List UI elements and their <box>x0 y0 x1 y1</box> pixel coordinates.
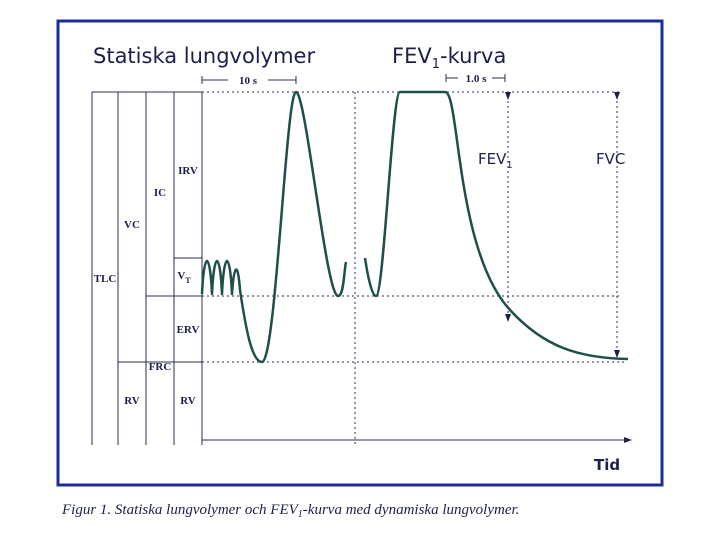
title-fev: FEV1-kurva <box>392 44 506 72</box>
table-lines <box>91 91 203 445</box>
label-tlc: TLC <box>94 273 117 285</box>
title-fev-rest: -kurva <box>440 44 506 68</box>
marker-label: 10 s <box>239 75 258 87</box>
marker-label: 1.0 s <box>466 73 488 85</box>
label-irv: IRV <box>178 165 198 177</box>
label-vc: VC <box>124 219 140 231</box>
caption-sub: 1 <box>298 509 303 520</box>
title-fev-main: FEV <box>392 44 432 68</box>
label-fvc: FVC <box>596 150 625 168</box>
caption-main: Figur 1. Statiska lungvolymer och FEV <box>61 502 300 518</box>
axis-label: Tid <box>594 456 620 474</box>
caption: Figur 1. Statiska lungvolymer och FEV1-k… <box>61 502 519 520</box>
label-frc: FRC <box>149 361 172 373</box>
frame <box>56 19 664 487</box>
caption-rest: -kurva med dynamiska lungvolymer. <box>303 502 520 518</box>
label-fev1: FEV1 <box>478 150 513 171</box>
fev-curve <box>363 90 629 361</box>
label-erv: ERV <box>177 324 200 336</box>
label-vt-sub: T <box>185 276 191 285</box>
guide-lines <box>202 91 625 445</box>
title-static: Statiska lungvolymer <box>93 44 315 68</box>
marker-line <box>201 76 297 84</box>
label-rv: RV <box>124 395 140 407</box>
volume-table: TLC VC RV IC FRC IRV VT ERV RV <box>91 91 203 445</box>
label-vt: VT <box>177 270 191 285</box>
time-marker-right: 1.0 s <box>445 73 506 85</box>
title-fev-sub: 1 <box>432 57 440 72</box>
label-fev1-sub: 1 <box>506 160 512 171</box>
label-vt-main: V <box>177 270 185 282</box>
time-marker-left: 10 s <box>201 75 297 87</box>
label-fev1-main: FEV <box>478 150 507 168</box>
marker-line <box>445 74 506 82</box>
static-curve <box>200 90 348 364</box>
label-ic: IC <box>154 187 166 199</box>
label-rv: RV <box>180 395 196 407</box>
